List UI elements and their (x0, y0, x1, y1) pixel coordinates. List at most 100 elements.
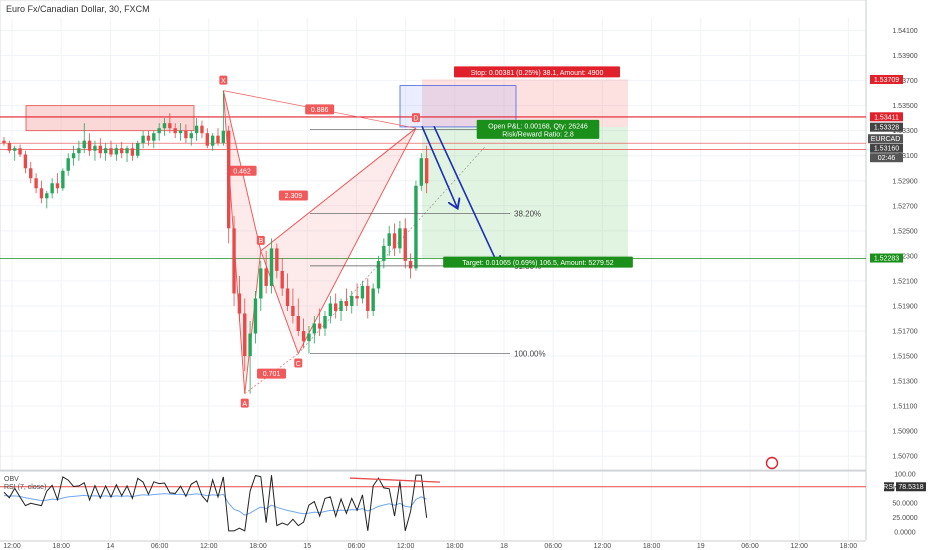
candle-body (45, 193, 49, 199)
point-x-label: X (221, 78, 226, 85)
point-b-label: B (258, 238, 263, 245)
time-tick: 12:00 (594, 543, 612, 550)
candle-body (366, 285, 370, 311)
price-tag: 1.52283 (874, 256, 899, 263)
stop-label: Stop: 0.00381 (0.25%) 38.1, Amount: 4900 (471, 70, 604, 77)
price-tick: 1.53700 (892, 78, 917, 85)
candle-body (419, 158, 423, 186)
candle-body (141, 135, 145, 144)
price-tag: 1.53160 (874, 146, 899, 153)
candle-body (7, 143, 12, 151)
time-tick: 12:00 (790, 543, 808, 550)
obv-line (3, 493, 427, 516)
candle-body (71, 153, 76, 159)
price-tag-bg (870, 112, 903, 122)
candle-body (398, 228, 402, 249)
time-tick: 18:00 (840, 543, 858, 550)
candle-body (227, 130, 231, 229)
candle-body (307, 333, 311, 342)
harmonic-pattern: X A B C D 0.462 0.701 2.309 0.886 (219, 75, 487, 408)
time-tick: 18:00 (643, 543, 661, 550)
price-tick: 1.51900 (892, 303, 917, 310)
candle-body (61, 170, 65, 189)
candle-body (77, 148, 81, 154)
price-tick: 1.52700 (892, 203, 917, 210)
candle-body (125, 148, 129, 154)
candle-body (184, 130, 188, 139)
grid (0, 0, 867, 540)
candle-body (13, 148, 17, 151)
candle-body (275, 248, 279, 271)
candle-body (350, 295, 354, 306)
candle-body (232, 228, 236, 294)
time-tick: 12:00 (3, 543, 21, 550)
obv-label: OBV (4, 476, 19, 483)
time-axis[interactable]: 12:00 18:00 14 06:00 12:00 18:00 15 06:00 12:00 1… (0, 456, 866, 550)
candle-body (424, 158, 429, 184)
price-tick: 1.51300 (892, 379, 917, 386)
price-tick: 1.50700 (892, 454, 917, 461)
point-x-badge (219, 75, 228, 85)
price-tick: 1.54100 (892, 28, 917, 35)
candle-body (103, 148, 108, 154)
candle-body (200, 125, 204, 134)
candle-body (178, 130, 183, 134)
rsi-tick: 25.0000 (892, 515, 917, 522)
bd-line (260, 127, 417, 252)
time-tick: 15 (303, 543, 311, 550)
point-c-badge (294, 358, 303, 368)
point-a-badge (240, 398, 249, 408)
price-axis[interactable]: 1.54100 1.53900 1.53700 1.53500 1.53300 1.531… (892, 28, 917, 461)
arrows-layer (421, 125, 498, 264)
point-d-label: D (413, 115, 418, 122)
price-tick: 1.53500 (892, 103, 917, 110)
bcd-triangle (260, 127, 417, 355)
pnl-label-line: Open P&L: 0.00168, Qty: 26246 (488, 123, 588, 130)
ratio-xb-badge (227, 165, 257, 176)
rsi-line (3, 474, 428, 532)
candle-body (221, 130, 226, 144)
oscillator-axis: 100.0075.000050.000025.00000.0000RSI78.5… (883, 472, 926, 537)
rsi-tick: 0.0000 (894, 530, 916, 537)
rsi-name-bg (884, 482, 894, 492)
candle-body (312, 323, 316, 334)
time-tick: 06:00 (151, 543, 169, 550)
ratio-xd-label: 0.886 (311, 107, 329, 114)
candle-body (371, 288, 375, 311)
candle-body (360, 285, 365, 299)
point-d-badge (411, 113, 420, 123)
boxes-layer (25, 79, 628, 259)
rsi-label: RSI (7, close) (4, 484, 46, 491)
price-tick: 1.50900 (892, 429, 917, 436)
point-c-label: C (296, 361, 301, 368)
price-tags: 1.53709 1.53411 1.53328 1.53160 1.52283 EURCA… (868, 74, 903, 263)
candle-body (296, 315, 300, 332)
candle-body (66, 158, 70, 171)
candle-body (339, 300, 343, 311)
stop-label-bg (454, 66, 620, 78)
overlay-labels: Stop: 0.00381 (0.25%) 38.1, Amount: 4900… (443, 66, 633, 268)
point-a-label: A (242, 401, 247, 408)
candle-body (157, 128, 161, 134)
price-tag-bg (870, 122, 903, 132)
candle-body (248, 333, 252, 357)
pnl-label-bg (476, 119, 600, 139)
chart-title: Euro Fx/Canadian Dollar, 30, FXCM (6, 4, 150, 14)
candle-body (87, 140, 92, 151)
candle-body (285, 288, 290, 306)
rsi-name-tag: RSI (883, 484, 895, 491)
timer-tag-bg (870, 153, 903, 163)
candle-body (280, 270, 284, 289)
price-tag: 1.53411 (874, 114, 899, 121)
time-tick: 18:00 (249, 543, 267, 550)
candle-body (387, 233, 391, 246)
candle-body (194, 125, 199, 134)
oscillator-pane (0, 474, 866, 532)
price-tick: 1.52300 (892, 253, 917, 260)
candle-body (162, 123, 167, 129)
price-tick: 1.53300 (892, 128, 917, 135)
ratio-bd-badge (278, 190, 308, 201)
candle-body (243, 313, 247, 357)
